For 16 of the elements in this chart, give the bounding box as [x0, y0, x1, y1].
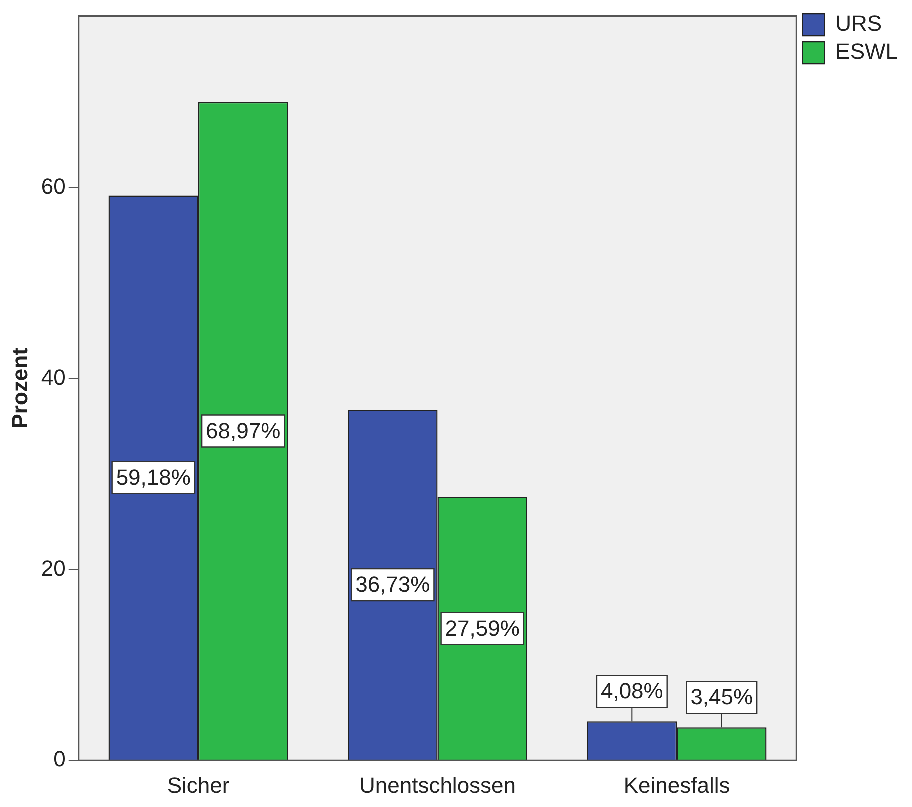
data-label: 59,18%	[116, 465, 191, 490]
y-tick-label: 0	[54, 746, 66, 772]
data-label: 68,97%	[206, 418, 281, 444]
data-label: 36,73%	[356, 572, 430, 598]
legend-label: ESWL	[836, 39, 898, 64]
y-tick-label: 40	[41, 364, 66, 390]
y-tick-label: 20	[41, 556, 66, 581]
x-tick-label: Sicher	[167, 772, 230, 798]
y-tick-label: 60	[41, 174, 66, 200]
data-label: 27,59%	[445, 616, 520, 641]
legend-label: URS	[836, 11, 882, 36]
data-label: 3,45%	[690, 684, 754, 710]
y-axis-title: Prozent	[7, 347, 32, 429]
x-tick-label: Keinesfalls	[624, 772, 730, 798]
data-label: 4,08%	[600, 678, 664, 704]
x-tick-label: Unentschlossen	[359, 772, 516, 798]
